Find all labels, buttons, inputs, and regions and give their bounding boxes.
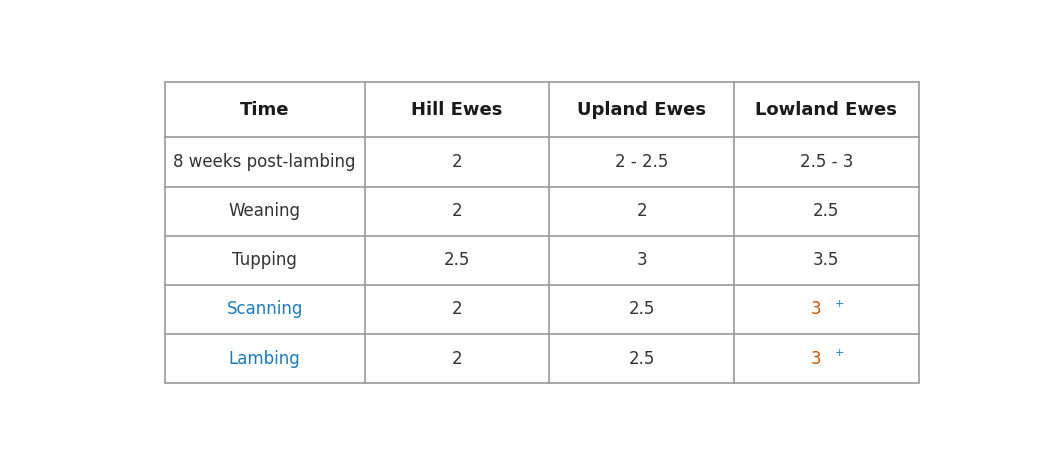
Text: 2.5: 2.5 bbox=[813, 202, 839, 220]
Text: 2: 2 bbox=[451, 202, 462, 220]
Text: +: + bbox=[835, 299, 843, 309]
Text: Upland Ewes: Upland Ewes bbox=[577, 101, 706, 119]
Text: 3: 3 bbox=[811, 301, 821, 319]
Text: +: + bbox=[835, 348, 843, 358]
Text: 2.5: 2.5 bbox=[628, 301, 654, 319]
Text: 8 weeks post-lambing: 8 weeks post-lambing bbox=[173, 153, 356, 171]
Text: Lambing: Lambing bbox=[229, 350, 300, 368]
Bar bbox=[165, 82, 919, 383]
Text: 2: 2 bbox=[636, 202, 647, 220]
Text: 2: 2 bbox=[451, 153, 462, 171]
Text: 3: 3 bbox=[636, 252, 647, 270]
Text: 2: 2 bbox=[451, 350, 462, 368]
Text: Lowland Ewes: Lowland Ewes bbox=[756, 101, 897, 119]
Text: 2 - 2.5: 2 - 2.5 bbox=[615, 153, 668, 171]
Text: 3: 3 bbox=[811, 350, 821, 368]
Text: Scanning: Scanning bbox=[226, 301, 303, 319]
Text: Weaning: Weaning bbox=[228, 202, 301, 220]
Text: Tupping: Tupping bbox=[233, 252, 297, 270]
Text: Hill Ewes: Hill Ewes bbox=[411, 101, 503, 119]
Text: 2: 2 bbox=[451, 301, 462, 319]
Text: 3.5: 3.5 bbox=[813, 252, 839, 270]
Text: Time: Time bbox=[240, 101, 290, 119]
Text: 2.5 - 3: 2.5 - 3 bbox=[799, 153, 853, 171]
Text: 2.5: 2.5 bbox=[444, 252, 470, 270]
Text: 2.5: 2.5 bbox=[628, 350, 654, 368]
